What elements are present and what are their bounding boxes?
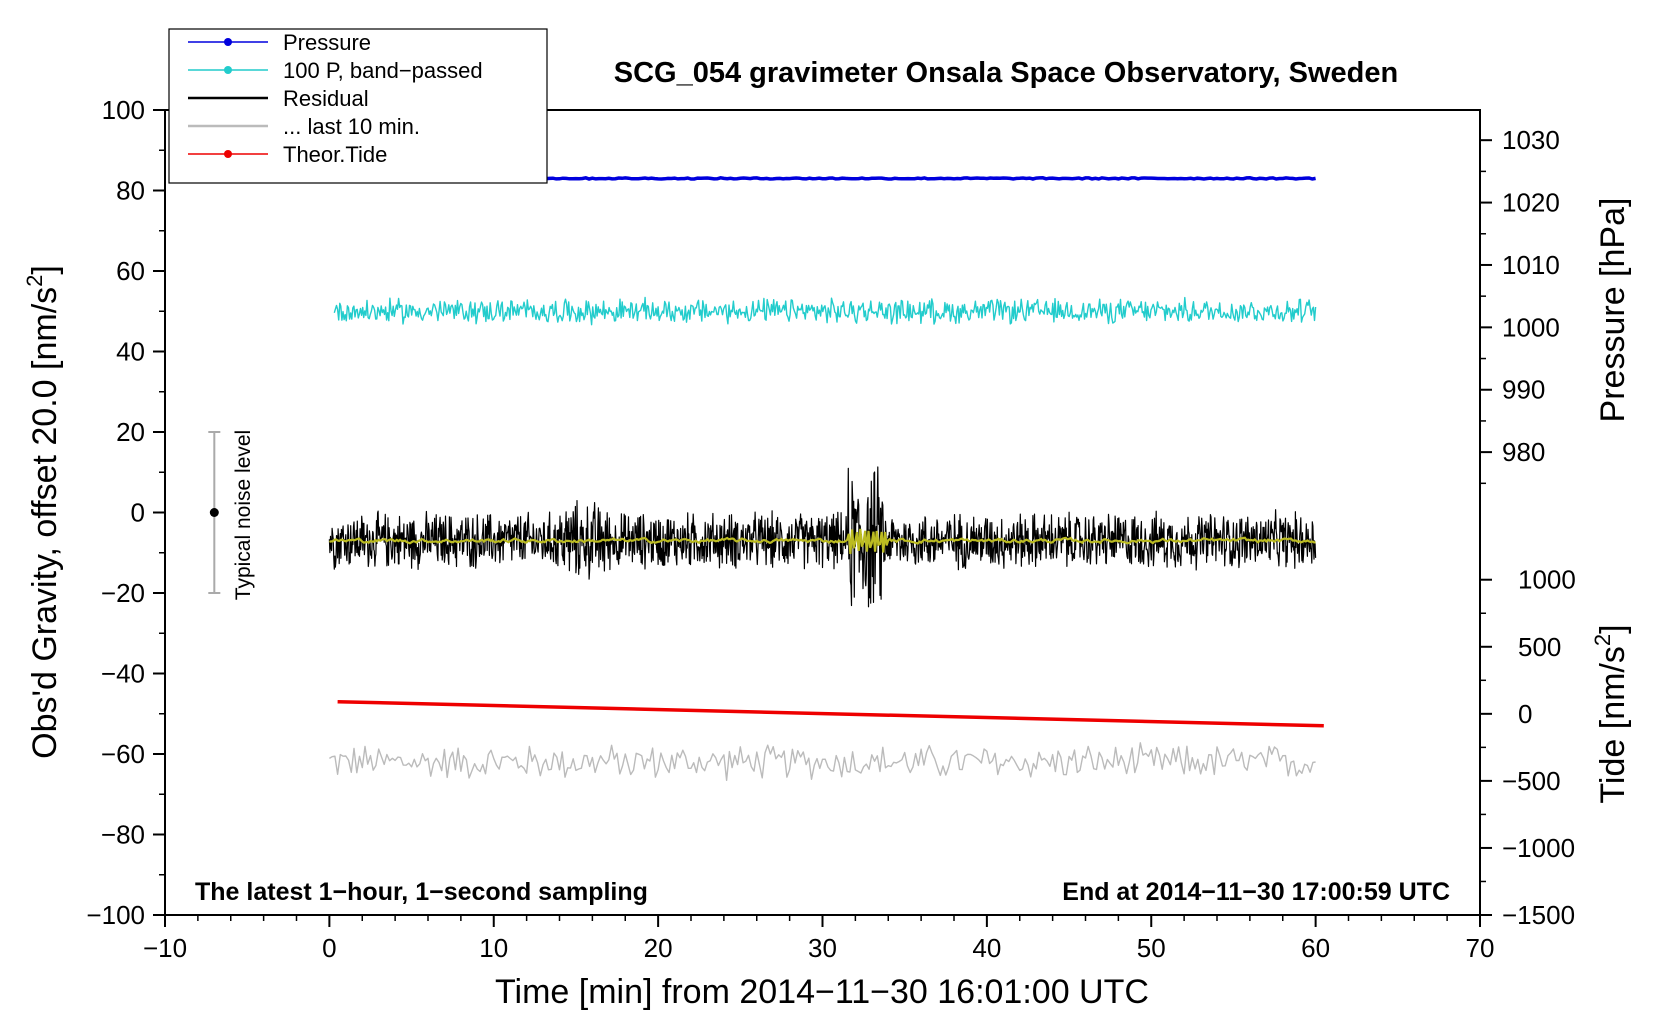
y-tick-label: 100 — [102, 95, 145, 125]
legend-label: ... last 10 min. — [283, 114, 420, 139]
legend-swatch-marker — [224, 66, 232, 74]
legend-label: Theor.Tide — [283, 142, 387, 167]
x-tick-label: 50 — [1137, 933, 1166, 963]
x-axis-ticks: −10 0 10 20 30 40 50 60 70 — [143, 915, 1495, 963]
series-last-10-min — [329, 742, 1316, 781]
pressure-axis-ticks: 980 990 1000 1010 1020 1030 — [1480, 125, 1560, 485]
end-time-note: End at 2014−11−30 17:00:59 UTC — [1062, 878, 1450, 906]
chart-title: SCG_054 gravimeter Onsala Space Observat… — [614, 57, 1398, 89]
y-tick-label: 60 — [116, 256, 145, 286]
y-tick-label: −100 — [86, 900, 145, 930]
tide-axis-title-end: ] — [1594, 624, 1632, 633]
x-tick-label: 20 — [644, 933, 673, 963]
y-axis-title-main: Obs'd Gravity, offset 20.0 [nm/s — [26, 287, 64, 759]
tide-tick-label: −1500 — [1502, 900, 1575, 930]
x-tick-label: 0 — [322, 933, 336, 963]
series-residual — [328, 466, 1317, 608]
tide-axis-title-main: Tide [nm/s — [1594, 646, 1632, 803]
pressure-tick-label: 1020 — [1502, 188, 1560, 218]
legend-box — [168, 28, 548, 184]
pressure-tick-label: 980 — [1502, 437, 1545, 467]
tide-axis-ticks: −1500 −1000 −500 0 500 1000 — [1480, 565, 1576, 930]
pressure-tick-label: 1030 — [1502, 125, 1560, 155]
noise-level-indicator — [208, 431, 221, 594]
x-tick-label: 10 — [479, 933, 508, 963]
sampling-note: The latest 1−hour, 1−second sampling — [195, 878, 648, 906]
tide-tick-label: 1000 — [1518, 565, 1576, 595]
tide-tick-label: 500 — [1518, 632, 1561, 662]
y-tick-label: 80 — [116, 176, 145, 206]
y-axis-title: Obs'd Gravity, offset 20.0 [nm/s2] — [22, 265, 64, 759]
y-axis-title-end: ] — [26, 265, 64, 274]
pressure-axis-title: Pressure [hPa] — [1594, 198, 1632, 423]
legend-label: Residual — [283, 86, 369, 111]
pressure-tick-label: 1010 — [1502, 250, 1560, 280]
x-tick-label: −10 — [143, 933, 187, 963]
plot-frame — [164, 109, 1481, 916]
tide-tick-label: 0 — [1518, 699, 1532, 729]
tide-tick-label: −500 — [1502, 766, 1561, 796]
pressure-tick-label: 990 — [1502, 375, 1545, 405]
y-axis-title-sup: 2 — [22, 275, 47, 287]
x-tick-label: 30 — [808, 933, 837, 963]
tide-tick-label: −1000 — [1502, 833, 1575, 863]
legend: Pressure 100 P, band−passed Residual ... la… — [168, 28, 548, 184]
y-axis-ticks: −100 −80 −60 −40 −20 0 20 40 60 80 100 — [86, 95, 165, 930]
legend-label: 100 P, band−passed — [283, 58, 483, 83]
y-tick-label: 40 — [116, 337, 145, 367]
y-tick-label: −80 — [101, 820, 145, 850]
pressure-tick-label: 1000 — [1502, 312, 1560, 342]
x-tick-label: 40 — [972, 933, 1001, 963]
series-residual-smoothed — [329, 528, 1316, 554]
legend-entries: Pressure 100 P, band−passed Residual ... la… — [188, 30, 483, 167]
legend-swatch-marker — [224, 150, 232, 158]
legend-swatch-marker — [224, 38, 232, 46]
tide-axis-title: Tide [nm/s2] — [1590, 624, 1632, 803]
y-tick-label: −20 — [101, 578, 145, 608]
x-axis-title: Time [min] from 2014−11−30 16:01:00 UTC — [495, 973, 1149, 1011]
noise-bar-center-dot — [209, 508, 219, 517]
noise-level-label: Typical noise level — [232, 430, 255, 600]
tide-axis-title-sup: 2 — [1590, 634, 1615, 646]
x-tick-label: 70 — [1466, 933, 1495, 963]
series-layer — [328, 175, 1324, 781]
legend-label: Pressure — [283, 30, 371, 55]
y-tick-label: 20 — [116, 417, 145, 447]
y-tick-label: 0 — [131, 498, 145, 528]
x-tick-label: 60 — [1301, 933, 1330, 963]
series-theor-tide — [337, 699, 1324, 728]
y-tick-label: −60 — [101, 739, 145, 769]
series-100-p-band-passed — [333, 296, 1317, 326]
y-tick-label: −40 — [101, 659, 145, 689]
